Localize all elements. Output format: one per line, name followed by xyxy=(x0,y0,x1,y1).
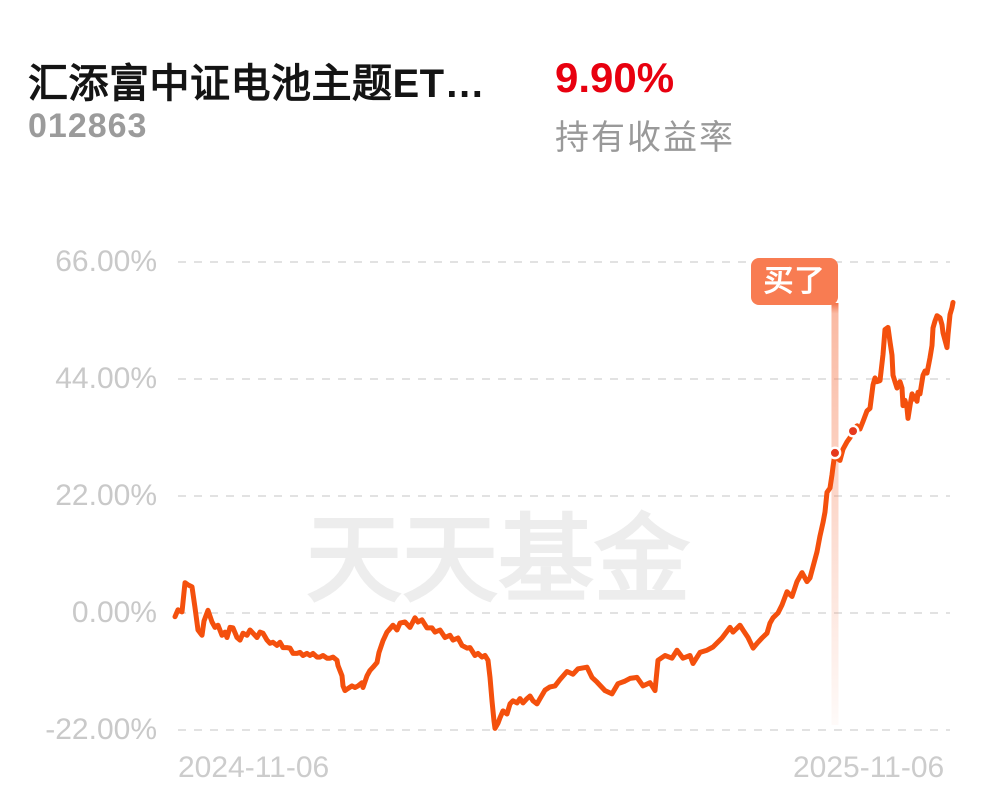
y-axis-tick-label: 22.00% xyxy=(55,479,157,512)
holding-return-value: 9.90% xyxy=(555,54,675,101)
y-axis-tick-label: 66.00% xyxy=(55,245,157,278)
watermark-text: 天天基金 xyxy=(306,507,690,614)
y-axis-tick-label: 0.00% xyxy=(71,596,157,629)
buy-point-dot xyxy=(846,424,860,438)
fund-name: 汇添富中证电池主题ET… xyxy=(28,62,486,106)
buy-marker-line xyxy=(831,303,839,725)
holding-return-label: 持有收益率 xyxy=(555,119,735,157)
buy-flag-tooltip: 买了 xyxy=(750,258,838,305)
fund-code: 012863 xyxy=(28,107,148,145)
x-axis-tick-label: 2024-11-06 xyxy=(178,751,330,784)
y-axis-tick-label: 44.00% xyxy=(55,362,157,395)
buy-point-dot xyxy=(828,446,842,460)
x-axis-tick-label: 2025-11-06 xyxy=(793,751,945,784)
y-axis-tick-label: -22.00% xyxy=(45,713,157,746)
performance-line xyxy=(172,299,956,731)
